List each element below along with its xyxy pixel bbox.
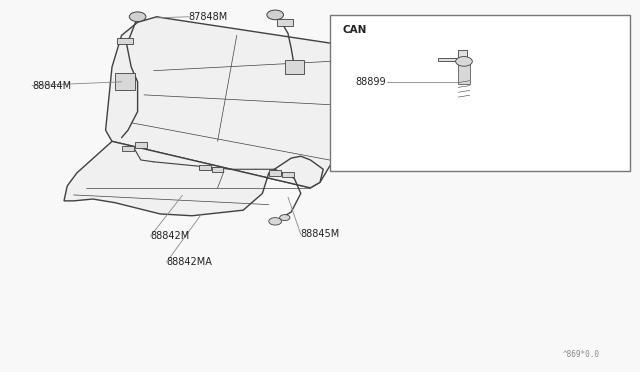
Circle shape bbox=[456, 57, 472, 66]
Bar bbox=[212, 167, 223, 172]
Bar bbox=[282, 172, 294, 177]
Circle shape bbox=[129, 12, 146, 22]
Text: 88899: 88899 bbox=[355, 77, 386, 87]
Bar bbox=[115, 73, 135, 90]
Bar bbox=[269, 170, 281, 176]
Text: 88845M: 88845M bbox=[301, 230, 340, 239]
Circle shape bbox=[280, 215, 290, 221]
Polygon shape bbox=[106, 17, 390, 188]
Bar bbox=[277, 19, 293, 26]
Text: 87848M: 87848M bbox=[406, 99, 445, 109]
Bar bbox=[458, 61, 470, 84]
Text: 88844M: 88844M bbox=[32, 81, 71, 90]
Bar bbox=[330, 15, 630, 171]
Bar bbox=[122, 146, 134, 151]
Bar bbox=[116, 38, 133, 44]
Bar bbox=[199, 165, 211, 170]
Circle shape bbox=[269, 218, 282, 225]
Text: 88842MA: 88842MA bbox=[166, 257, 212, 267]
Text: ^869*0.0: ^869*0.0 bbox=[563, 350, 600, 359]
Bar bbox=[135, 142, 147, 148]
Bar bbox=[285, 60, 304, 74]
Text: 88842M: 88842M bbox=[150, 231, 189, 241]
Text: CAN: CAN bbox=[342, 25, 367, 35]
Circle shape bbox=[267, 10, 284, 20]
Text: 87848M: 87848M bbox=[189, 12, 228, 22]
Polygon shape bbox=[438, 50, 467, 61]
Polygon shape bbox=[64, 141, 323, 216]
